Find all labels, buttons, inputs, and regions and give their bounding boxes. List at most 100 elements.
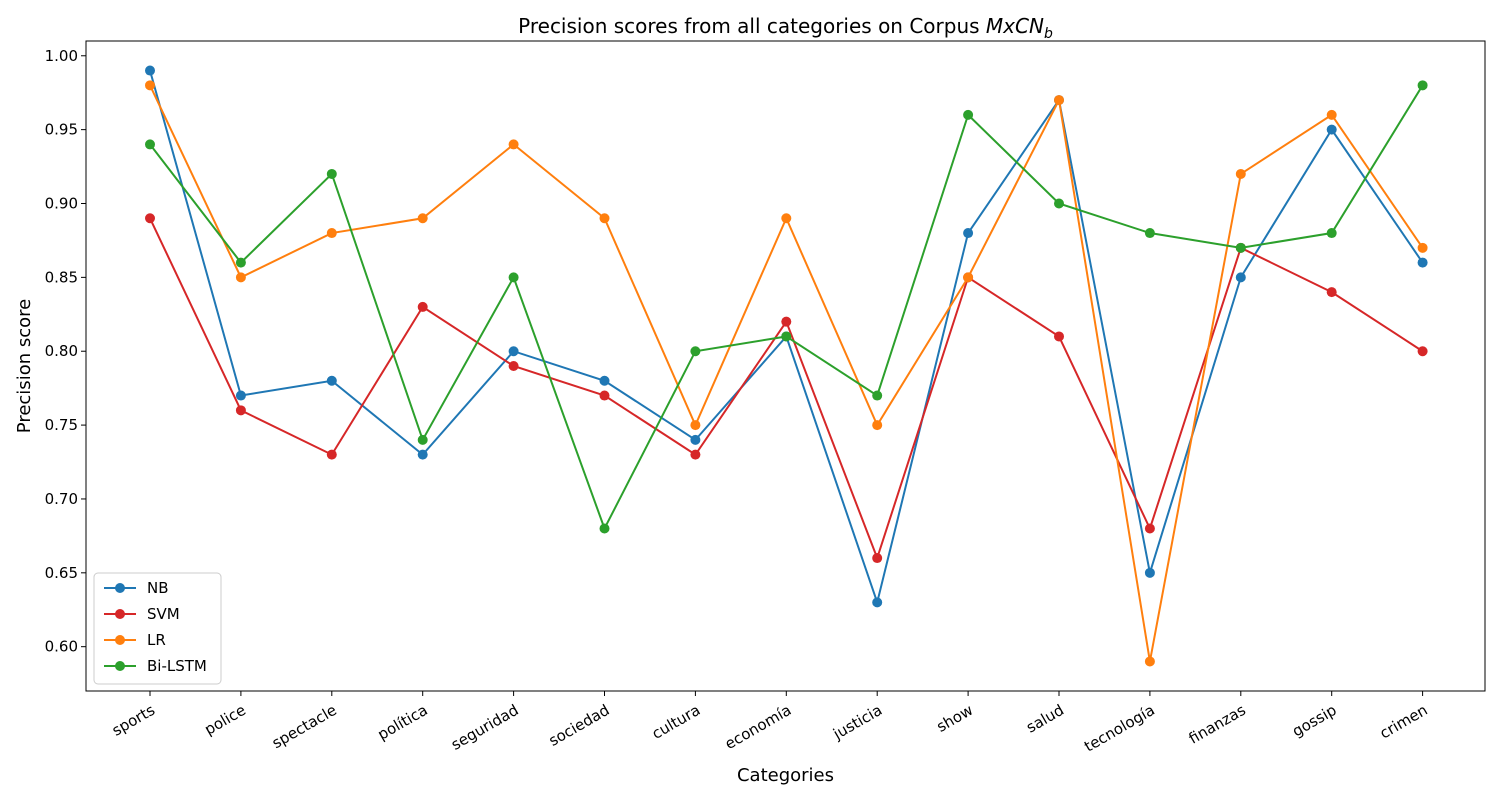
data-point [326, 228, 337, 239]
y-tick-label: 0.75 [45, 416, 78, 434]
chart-title-subscript: b [1044, 26, 1053, 42]
data-point [872, 420, 883, 431]
data-point [417, 213, 428, 224]
y-axis-label: Precision score [14, 299, 35, 433]
data-point [508, 139, 519, 150]
data-point [1144, 228, 1155, 239]
legend-label: NB [147, 579, 169, 597]
chart-title: Precision scores from all categories on … [518, 14, 1053, 42]
x-tick-label: salud [1023, 701, 1067, 737]
data-point [417, 449, 428, 460]
legend-frame [93, 572, 222, 685]
y-tick-label: 0.60 [45, 638, 78, 656]
data-point [1326, 124, 1337, 135]
legend-swatch-marker [115, 583, 125, 593]
data-point [963, 272, 974, 283]
legend-label: Bi-LSTM [147, 657, 207, 675]
y-tick-label: 0.95 [45, 121, 78, 139]
data-point [326, 449, 337, 460]
data-point [599, 213, 610, 224]
data-point [872, 553, 883, 564]
y-tick-label: 1.00 [45, 47, 78, 65]
data-point [1144, 656, 1155, 667]
data-point [417, 434, 428, 445]
data-point [145, 139, 155, 150]
data-point [145, 80, 155, 91]
x-tick-label: police [201, 701, 249, 739]
data-point [508, 272, 519, 283]
data-point [1144, 567, 1155, 578]
x-tick-label: spectacle [269, 701, 340, 752]
data-point [1326, 287, 1337, 298]
series-svm [145, 213, 1428, 564]
chart-marks [145, 65, 1428, 667]
legend-item: NB [104, 579, 169, 597]
data-point [235, 390, 246, 401]
data-point [599, 375, 610, 386]
data-point [508, 361, 519, 371]
x-tick-label: finanzas [1186, 701, 1249, 748]
data-point [417, 301, 428, 312]
x-axis-label: Categories [737, 765, 834, 786]
data-point [1326, 109, 1337, 120]
data-point [1235, 272, 1246, 283]
x-tick-label: show [934, 701, 977, 736]
data-point [1144, 523, 1155, 534]
legend-label: LR [147, 631, 166, 649]
data-point [690, 420, 701, 431]
data-point [508, 346, 519, 357]
data-point [1054, 198, 1064, 209]
legend: NB SVM LR Bi-LSTM [93, 572, 222, 685]
chart-title-math: MxCN [986, 14, 1044, 38]
data-point [235, 272, 246, 283]
data-point [690, 434, 701, 445]
x-tick-label: economía [722, 701, 794, 753]
data-point [1326, 228, 1337, 239]
data-point [781, 213, 792, 224]
x-tick-label: política [374, 701, 430, 744]
y-tick-label: 0.65 [45, 564, 78, 582]
data-point [1235, 168, 1246, 179]
data-point [1417, 80, 1428, 91]
series-line [149, 84, 1424, 662]
legend-swatch-marker [115, 661, 125, 671]
data-point [326, 375, 337, 386]
x-tick-label: gossip [1289, 701, 1340, 741]
y-tick-label: 0.90 [45, 195, 78, 213]
x-tick-label: tecnología [1081, 701, 1158, 756]
data-point [326, 168, 337, 179]
data-point [963, 228, 974, 239]
data-point [145, 213, 155, 224]
y-tick-label: 0.85 [45, 268, 78, 286]
legend-item: LR [104, 631, 166, 649]
data-point [1417, 346, 1428, 357]
data-point [1054, 331, 1064, 342]
x-tick-label: seguridad [448, 701, 522, 754]
data-point [599, 390, 610, 401]
x-tick-label: cultura [649, 701, 704, 743]
y-tick-label: 0.70 [45, 490, 78, 508]
data-point [690, 346, 701, 357]
data-point [872, 597, 883, 608]
data-point [781, 331, 792, 342]
data-point [1235, 242, 1246, 253]
x-tick-label: justicia [829, 701, 885, 744]
legend-swatch-marker [115, 635, 125, 645]
y-tick-label: 0.80 [45, 342, 78, 360]
series-bi-lstm [145, 80, 1428, 534]
plot-area-frame [85, 40, 1486, 692]
data-point [872, 390, 883, 401]
legend-label: SVM [147, 605, 180, 623]
data-point [963, 109, 974, 120]
data-point [599, 523, 610, 534]
x-tick-label: sports [109, 701, 158, 740]
x-tick-label: crimen [1377, 701, 1431, 743]
x-tick-label: sociedad [546, 701, 613, 750]
data-point [1417, 257, 1428, 268]
data-point [781, 316, 792, 327]
axes: 0.60 0.65 0.70 0.75 0.80 0.85 0.90 0.95 1.00 spor… [45, 47, 1431, 756]
legend-swatch-marker [115, 609, 125, 619]
legend-item: SVM [104, 605, 180, 623]
chart-title-text: Precision scores from all categories on … [518, 14, 986, 38]
